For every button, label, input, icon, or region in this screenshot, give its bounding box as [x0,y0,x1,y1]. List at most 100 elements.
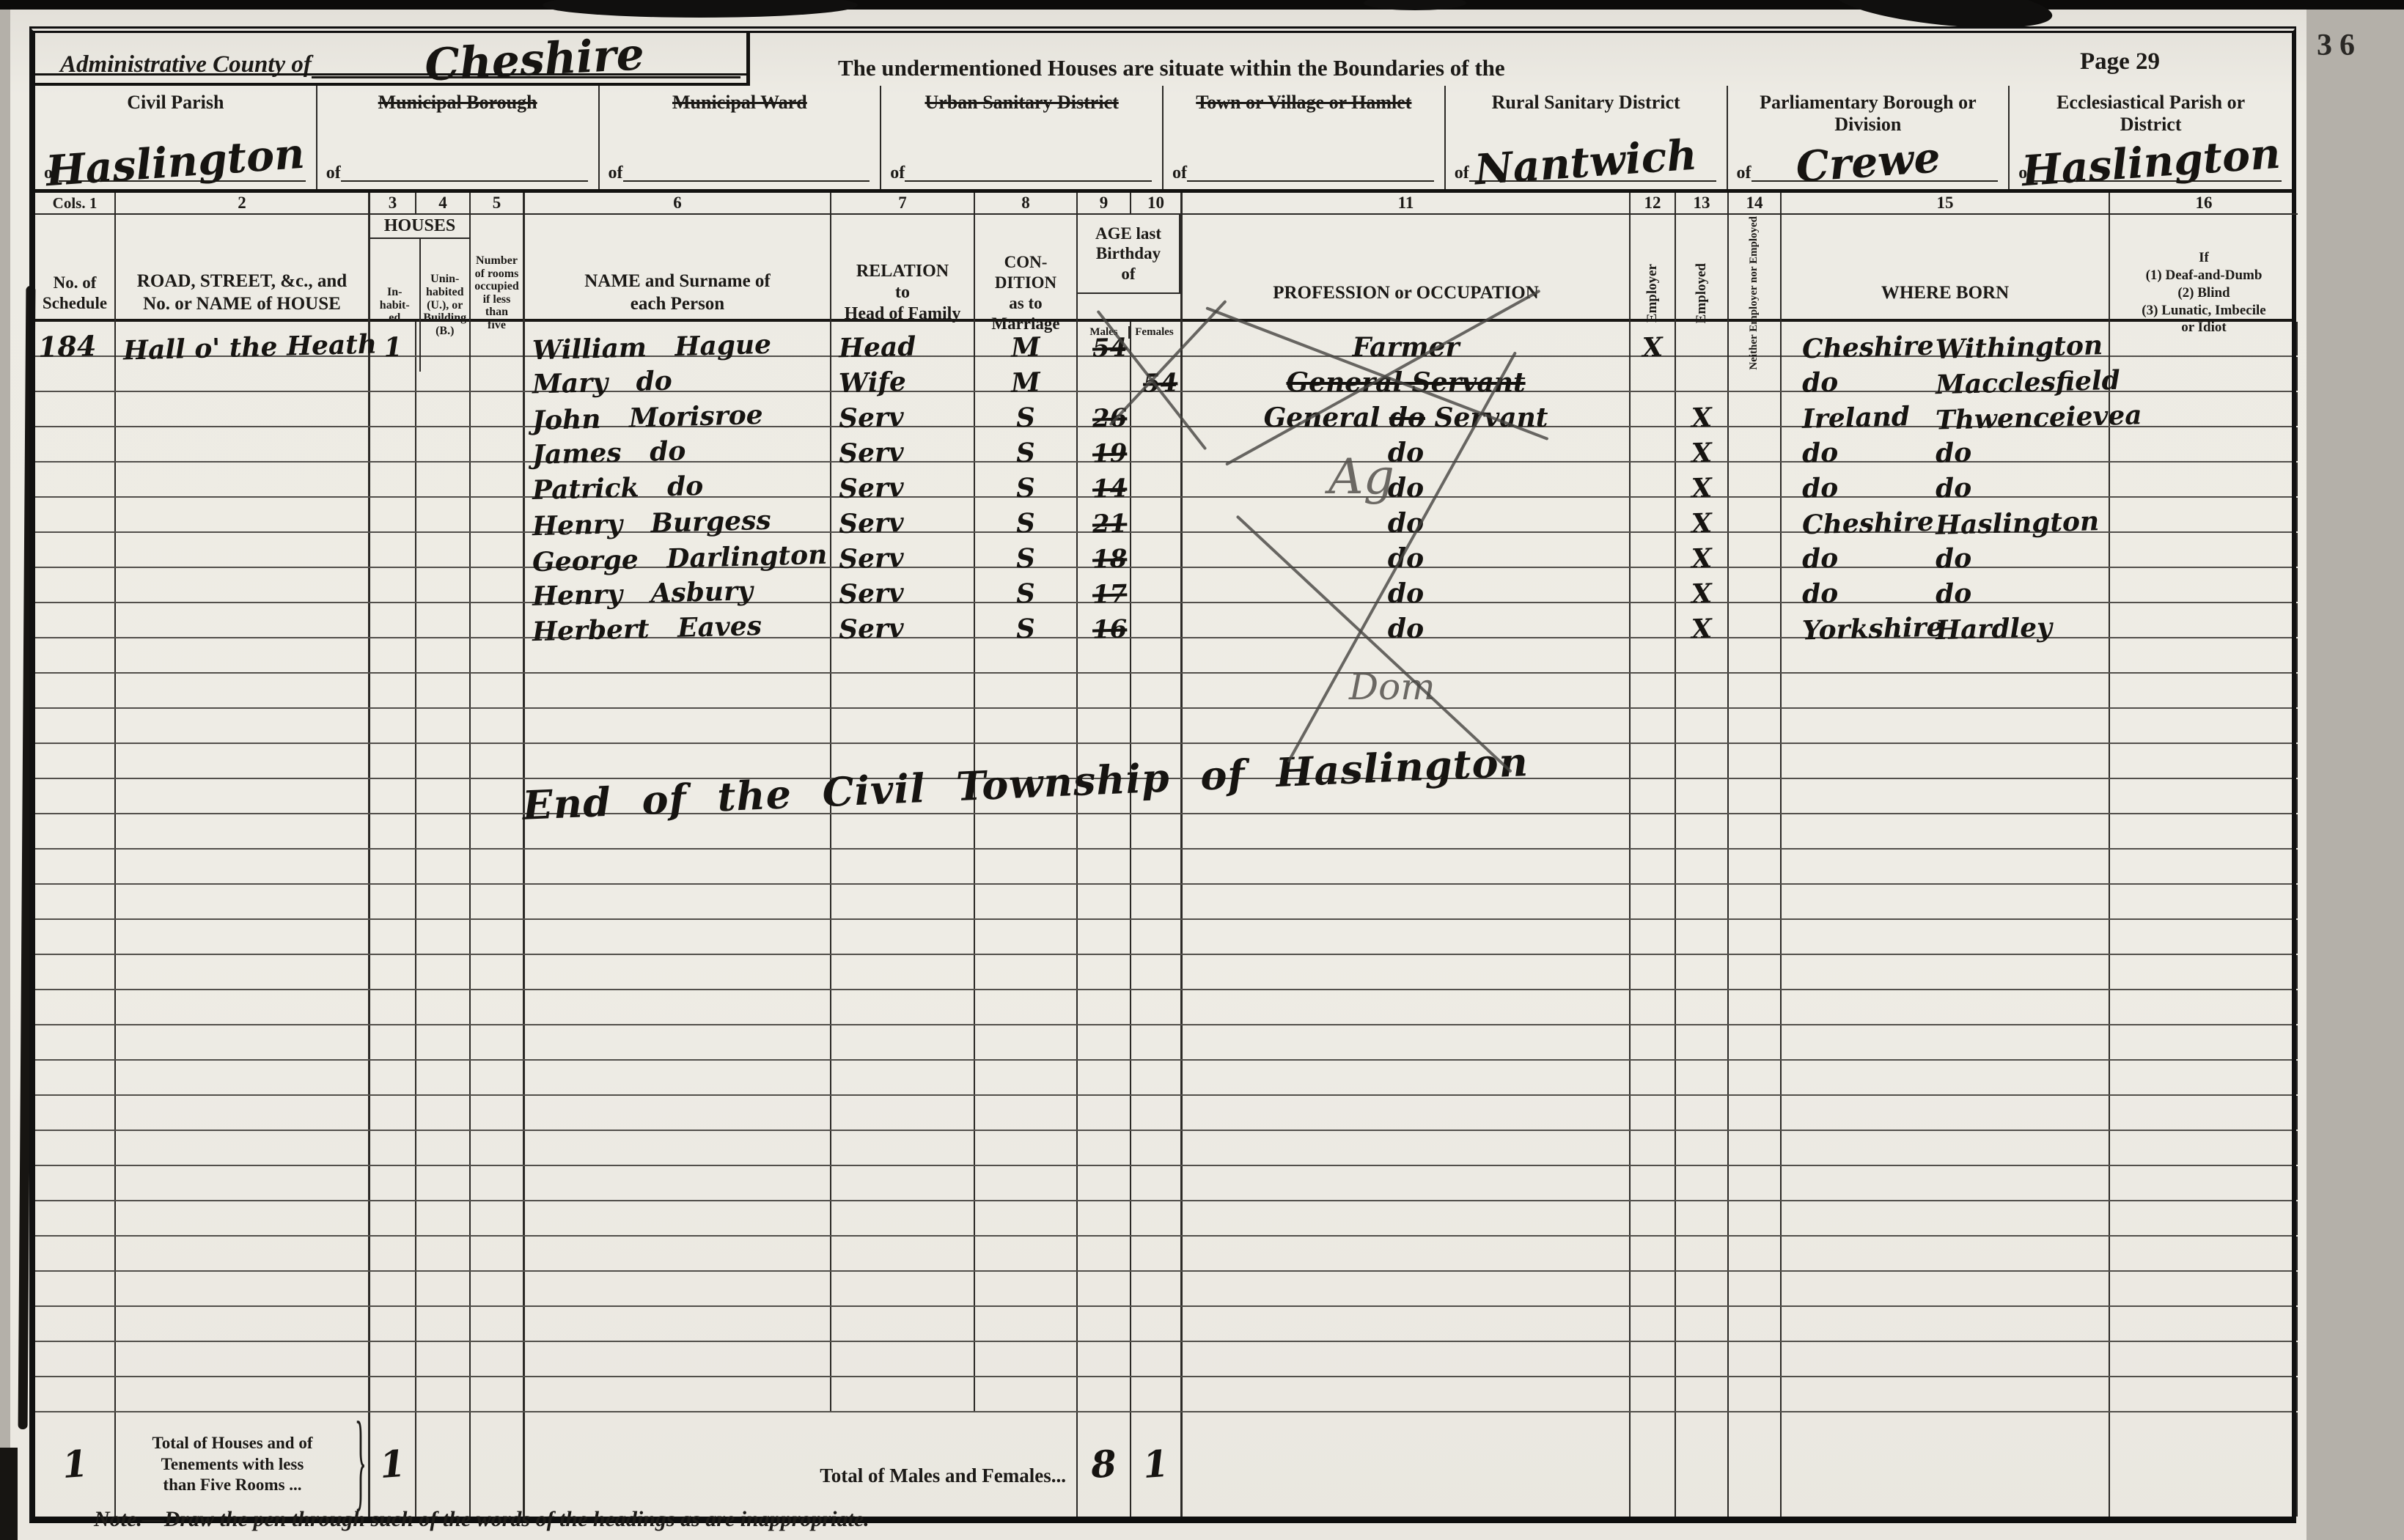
cell-col-6: George Darlington [525,533,831,578]
cell-col-16 [2110,1131,2298,1165]
cell-col-16 [2110,920,2298,954]
district-cell-8: Ecclesiastical Parish or District of Hasli… [2010,86,2292,196]
cell-col-16 [2110,638,2298,672]
cell-col-10 [1131,1201,1183,1235]
blank-rule [1751,174,1999,182]
cell-col-1 [35,1272,116,1305]
cell-col-10 [1131,674,1183,707]
cell-col-8 [975,779,1078,813]
cell-col-2 [116,814,370,848]
cell-col-12 [1631,1061,1676,1094]
cell-col-15 [1782,1201,2110,1235]
cell-col-9 [1078,638,1131,672]
of-label: of [326,163,341,183]
cell-col-15: Ireland Thwenceievea [1782,392,2142,436]
cell-col-6: William Hague [525,322,831,366]
cell-col-16 [2110,885,2298,918]
cell-col-16 [2110,1166,2298,1200]
header-neither: Neither Employer nor Employed [1729,215,1782,372]
cell-col-9 [1078,850,1131,883]
district-of-line: of [609,164,870,182]
cell-col-6 [525,850,831,883]
cell-col-12 [1631,955,1676,989]
cell-col-4 [416,1025,471,1059]
cell-col-4 [416,1237,471,1270]
cell-col-3: 1 [370,322,416,363]
cell-col-5 [471,1131,525,1165]
cell-col-15: Cheshire Withington [1782,322,2110,365]
cell-col-6: Herbert Eaves [525,603,831,647]
cell-col-15 [1782,1025,2110,1059]
cell-col-4 [416,1061,471,1094]
cell-col-9 [1078,1237,1131,1270]
column-number-15: 15 [1782,193,2110,215]
census-row [35,955,2298,990]
cell-col-12 [1631,850,1676,883]
cell-col-16 [2110,1201,2298,1235]
cell-col-5 [471,498,525,531]
cell-col-4 [416,1377,471,1411]
cell-col-11 [1183,1061,1631,1094]
cell-col-16 [2110,1237,2298,1270]
cell-col-16 [2110,427,2298,461]
cell-col-1 [35,1025,116,1059]
cell-col-6: Henry Burgess [525,498,831,542]
cell-col-11 [1183,1307,1631,1341]
cell-col-14 [1729,533,1782,567]
cell-col-4 [416,779,471,813]
cell-col-3 [370,1377,416,1411]
cell-col-15 [1782,674,2110,707]
cell-col-3 [370,744,416,778]
cell-col-6 [525,885,831,918]
cell-col-8 [975,1096,1078,1130]
cell-col-7 [831,1377,975,1411]
cell-col-1 [35,1342,116,1376]
cell-col-14 [1729,709,1782,743]
cell-col-9 [1078,1342,1131,1376]
cell-col-8 [975,1166,1078,1200]
cell-col-9 [1078,1061,1131,1094]
cell-col-14 [1729,1237,1782,1270]
cell-col-4 [416,322,471,355]
cell-col-8 [975,814,1078,848]
cell-col-3 [370,779,416,813]
cell-col-9 [1078,357,1131,391]
header-uninhabited: Unin- habited (U.), or Building (B.) [423,273,467,337]
cell-col-5 [471,638,525,672]
cell-col-4 [416,920,471,954]
page-number: Page 29 [2079,48,2160,75]
cell-col-6: Patrick do [525,463,831,506]
district-label: Urban Sanitary District [925,92,1119,113]
cell-col-11 [1183,638,1631,672]
cell-col-11 [1183,744,1631,778]
cell-col-3 [370,638,416,672]
cell-col-13: X [1676,568,1729,609]
column-labels-row: No. of Schedule ROAD, STREET, &c., and N… [35,215,2292,372]
district-of-line: of [2018,164,2282,182]
header-relation: RELATION to Head of Family [831,215,975,372]
cell-col-1 [35,850,116,883]
cell-col-8 [975,1342,1078,1376]
totals-empty-cell [416,1412,471,1517]
column-number-1: Cols. 1 [35,193,116,215]
cell-col-5 [471,357,525,391]
cell-col-2 [116,744,370,778]
column-number-6: 6 [525,193,831,215]
cell-col-3 [370,885,416,918]
census-row [35,1342,2298,1377]
cell-col-10 [1131,1342,1183,1376]
census-row: Henry Burgess Serv S 21 do X Cheshire Haslingto… [35,498,2298,542]
census-row [35,709,2298,744]
cell-col-2 [116,779,370,813]
cell-col-9 [1078,885,1131,918]
cell-col-3 [370,1342,416,1376]
cell-col-5 [471,709,525,743]
census-row [35,1237,2298,1272]
cell-col-6 [525,638,831,672]
cell-col-13 [1676,1201,1729,1235]
cell-col-2 [116,674,370,707]
district-label: Parliamentary Borough or Division [1760,92,1977,135]
cell-col-4 [416,1272,471,1305]
cell-col-13 [1676,779,1729,813]
census-row [35,1166,2298,1201]
